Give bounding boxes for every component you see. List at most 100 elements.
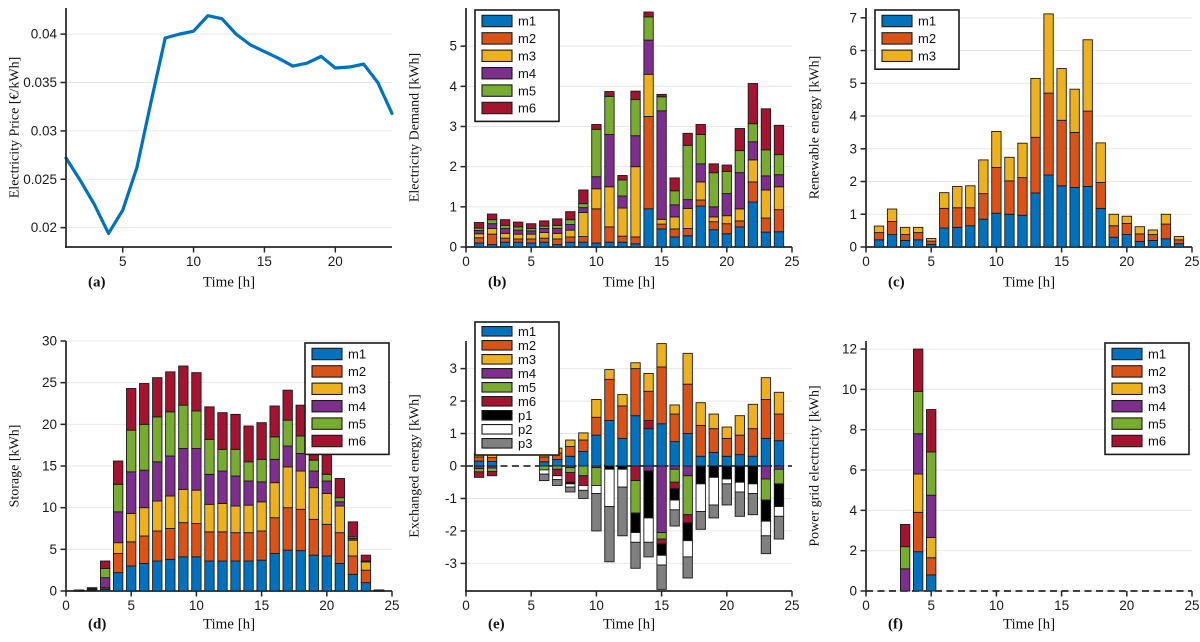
bar-segment — [1134, 240, 1145, 248]
bar-segment — [721, 437, 732, 457]
bar-segment — [165, 411, 176, 457]
bar-segment — [630, 243, 641, 248]
bar-segment — [630, 465, 641, 482]
bar-segment — [230, 413, 241, 450]
bar-segment — [952, 226, 963, 248]
bar-segment — [643, 373, 654, 392]
bar-segment — [347, 521, 359, 538]
bar-segment — [630, 480, 641, 514]
bar-segment — [295, 404, 306, 437]
bar-segment — [682, 556, 693, 579]
bar-segment — [334, 563, 345, 592]
bar-segment — [230, 560, 241, 592]
bar-segment — [708, 172, 719, 208]
bar-segment — [113, 483, 124, 513]
legend-swatch-m4 — [481, 66, 513, 80]
bar-segment — [669, 204, 680, 218]
bar-segment — [617, 179, 628, 197]
bar-segment — [682, 522, 693, 542]
bars — [899, 348, 937, 592]
x-axis-title: Time [h] — [603, 275, 655, 291]
legend-label-m1: m1 — [518, 14, 536, 29]
bar-segment — [139, 563, 150, 592]
bar-segment — [708, 504, 719, 519]
bar-segment — [217, 470, 228, 504]
x-tick-label: 25 — [384, 598, 399, 613]
bar-segment — [773, 483, 785, 508]
bar-segment — [256, 481, 267, 503]
bar-segment — [126, 541, 137, 567]
bar-segment — [217, 412, 228, 450]
y-tick-label: 0 — [849, 240, 857, 255]
bar-segment — [178, 365, 189, 406]
bar-segment — [526, 238, 537, 244]
x-tick-label: 20 — [719, 598, 734, 613]
bar-segment — [669, 404, 680, 415]
bar-segment — [617, 437, 628, 467]
bar-segment — [643, 16, 654, 41]
bar-segment — [308, 487, 319, 520]
y-tick-label: 20 — [42, 417, 57, 432]
bar-segment — [721, 426, 732, 439]
bar-segment — [669, 499, 680, 511]
bar-segment — [604, 465, 615, 470]
bar-segment — [230, 532, 241, 562]
bar-segment — [630, 99, 641, 137]
bar-segment — [526, 242, 537, 248]
x-axis-title: Time [h] — [203, 275, 255, 291]
legend-swatch-m2 — [881, 32, 913, 45]
bar-segment — [991, 166, 1002, 214]
bar-segment — [734, 150, 745, 174]
legend-label-m1: m1 — [518, 324, 536, 339]
x-tick-label: 5 — [119, 254, 127, 269]
x-axis-title: Time [h] — [203, 617, 255, 633]
bar-segment — [1004, 213, 1015, 248]
chart-f: 0 5 10 15 20 25 0 2 4 6 8 10 12 Power grid electricit… — [808, 341, 1200, 633]
bar-segment — [565, 229, 576, 238]
bar-segment — [1121, 215, 1132, 224]
bar-segment — [243, 560, 254, 592]
bar-segment — [360, 582, 372, 592]
bar-segment — [747, 483, 759, 495]
legend-label-m5: m5 — [518, 380, 536, 395]
bar-segment — [721, 483, 732, 506]
legend-swatch-m2 — [1111, 365, 1143, 378]
bar-segment — [578, 439, 589, 452]
bar-segment — [591, 485, 602, 495]
bar-segment — [708, 476, 719, 506]
bar-segment — [73, 589, 85, 592]
bar-segment — [682, 475, 693, 516]
bar-segment — [473, 222, 485, 229]
legend-label-m5: m5 — [518, 83, 536, 98]
bar-segment — [1082, 110, 1093, 187]
bar-segment — [473, 468, 485, 473]
bar-segment — [773, 209, 785, 233]
bar-segment — [926, 409, 937, 453]
bar-segment — [617, 207, 628, 237]
chart-a: 5 10 15 20 0.02 0.025 0.03 0.035 0.04 Electricity… — [8, 8, 394, 291]
bar-segment — [1017, 177, 1028, 216]
bar-segment — [499, 228, 511, 234]
legend-label-m3: m3 — [518, 352, 536, 367]
bar-segment — [499, 237, 511, 243]
y-tick-label: 0.035 — [23, 75, 57, 90]
y-tick-label: 7 — [849, 10, 857, 25]
bar-segment — [565, 439, 576, 447]
bar-segment — [1095, 207, 1106, 248]
legend-label-m1: m1 — [1148, 347, 1166, 362]
y-tick-label: 0 — [449, 459, 457, 474]
legend-label-m2: m2 — [1148, 364, 1166, 379]
legend-swatch-m5 — [1111, 417, 1143, 430]
bar-segment — [913, 226, 924, 234]
legend-label-m2: m2 — [918, 31, 936, 46]
bar-segment — [656, 532, 667, 540]
bar-segment — [734, 434, 745, 456]
bar-segment — [578, 432, 589, 441]
bar-segment — [604, 420, 615, 467]
bar-segment — [139, 469, 150, 509]
bar-segment — [913, 348, 924, 392]
bar-segment — [178, 404, 189, 449]
bar-segment — [760, 189, 772, 219]
bar-segment — [591, 208, 602, 244]
legend-swatch-m1 — [311, 347, 343, 361]
